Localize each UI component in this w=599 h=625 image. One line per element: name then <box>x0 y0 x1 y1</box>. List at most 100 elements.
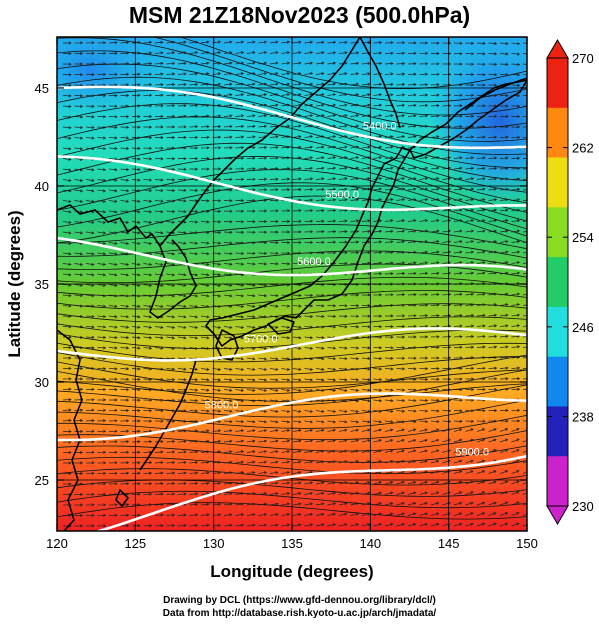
wind-arrow <box>177 51 187 55</box>
wind-arrow <box>315 72 325 76</box>
wind-arrow <box>189 502 199 506</box>
wind-arrow <box>499 292 509 296</box>
wind-arrow <box>453 356 463 360</box>
wind-arrow <box>304 219 314 223</box>
wind-arrow <box>120 524 130 528</box>
wind-arrow <box>396 502 405 506</box>
wind-arrow <box>488 419 498 423</box>
wind-arrow <box>499 62 509 66</box>
wind-arrow <box>200 103 210 107</box>
wind-arrow <box>269 523 279 527</box>
wind-arrow <box>522 409 527 411</box>
wind-arrow <box>120 83 130 87</box>
wind-arrow <box>499 313 509 317</box>
wind-arrow <box>235 304 245 308</box>
wind-arrow <box>235 146 245 150</box>
wind-arrow <box>327 304 337 308</box>
wind-arrow <box>327 449 336 453</box>
wind-arrow <box>396 420 406 424</box>
wind-arrow <box>120 93 130 98</box>
wind-arrow <box>499 114 509 119</box>
wind-arrow <box>120 294 130 298</box>
wind-arrow <box>511 512 520 516</box>
wind-arrow <box>338 346 348 350</box>
wind-arrow <box>85 356 95 360</box>
wind-arrow <box>465 438 474 443</box>
wind-arrow <box>407 345 417 350</box>
wind-arrow <box>511 491 520 495</box>
wind-arrow <box>154 146 164 150</box>
wind-arrow <box>327 439 336 443</box>
wind-arrow <box>407 240 417 244</box>
wind-arrow <box>200 40 210 44</box>
wind-arrow <box>453 93 463 97</box>
wind-arrow <box>143 346 153 350</box>
wind-arrow <box>373 378 383 382</box>
wind-arrow <box>246 439 256 443</box>
wind-arrow <box>396 62 406 66</box>
wind-arrow <box>143 189 153 193</box>
wind-arrow <box>419 512 428 516</box>
wind-arrow <box>419 103 429 107</box>
wind-arrow <box>396 481 405 485</box>
wind-arrow <box>327 512 336 516</box>
y-tick-label: 35 <box>35 277 49 292</box>
wind-arrow <box>189 135 199 139</box>
wind-arrow <box>200 304 210 308</box>
wind-arrow <box>269 166 279 171</box>
wind-arrow <box>430 345 440 350</box>
wind-arrow <box>430 156 440 160</box>
wind-arrow <box>246 513 256 517</box>
wind-arrow <box>304 428 314 432</box>
wind-arrow <box>166 210 176 214</box>
wind-arrow <box>292 114 302 118</box>
wind-arrow <box>476 177 486 181</box>
wind-arrow <box>143 72 153 76</box>
wind-arrow <box>499 408 509 413</box>
wind-arrow <box>511 470 520 474</box>
wind-arrow <box>166 398 176 402</box>
wind-arrow <box>269 61 279 65</box>
wind-arrow <box>373 156 383 160</box>
wind-arrow <box>200 231 210 235</box>
wind-arrow <box>281 72 291 76</box>
wind-arrow <box>453 313 463 317</box>
wind-arrow <box>108 387 118 392</box>
wind-arrow <box>281 367 291 371</box>
wind-arrow <box>350 523 359 527</box>
wind-arrow <box>338 198 348 202</box>
wind-arrow <box>166 125 176 129</box>
wind-arrow <box>327 523 336 527</box>
wind-arrow <box>465 449 474 453</box>
wind-arrow <box>166 346 176 350</box>
wind-arrow <box>154 367 164 371</box>
wind-arrow <box>85 147 95 151</box>
wind-arrow <box>200 241 210 245</box>
colorbar-tick-label: 230 <box>572 499 594 514</box>
wind-arrow <box>396 512 405 516</box>
wind-arrow <box>258 429 268 433</box>
wind-arrow <box>74 429 84 434</box>
wind-arrow <box>235 230 245 234</box>
wind-arrow <box>97 471 107 475</box>
wind-arrow <box>407 399 417 403</box>
wind-arrow <box>108 178 118 182</box>
wind-arrow <box>120 388 130 392</box>
wind-arrow <box>384 367 394 371</box>
wind-arrow <box>269 357 279 361</box>
wind-arrow <box>292 251 302 255</box>
wind-arrow <box>108 93 118 98</box>
wind-arrow <box>430 324 440 328</box>
wind-arrow <box>120 346 130 350</box>
wind-arrow <box>511 250 521 254</box>
wind-arrow <box>120 471 130 475</box>
wind-arrow <box>407 438 417 443</box>
wind-arrow <box>522 157 527 159</box>
wind-arrow <box>453 83 463 87</box>
wind-arrow <box>62 41 72 45</box>
wind-arrow <box>476 198 486 202</box>
wind-arrow <box>246 399 256 403</box>
wind-arrow <box>476 271 486 275</box>
wind-arrow <box>269 513 279 517</box>
wind-arrow <box>304 156 314 160</box>
